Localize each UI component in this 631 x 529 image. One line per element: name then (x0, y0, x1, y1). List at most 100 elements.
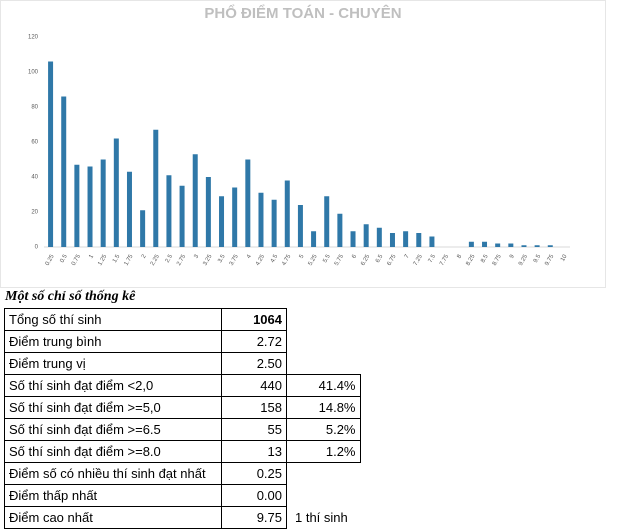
table-row: Số thí sinh đạt điểm <2,0 440 41.4% (4, 374, 361, 397)
table-row: Điểm thấp nhất 0.00 (4, 484, 361, 507)
x-tick-label: 6.75 (387, 253, 398, 267)
x-tick-label: 8.25 (465, 253, 476, 267)
bar (416, 233, 422, 247)
bar (363, 224, 369, 247)
table-cell: Tổng số thí sinh (4, 308, 222, 331)
x-tick-label: 1.25 (97, 253, 108, 267)
table-cell (287, 309, 361, 331)
table-row: Số thí sinh đạt điểm >=5,0 158 14.8% (4, 396, 361, 419)
x-tick-label: 8.75 (492, 253, 503, 267)
table-cell: Điểm thấp nhất (4, 484, 222, 507)
x-tick-label: 9 (509, 253, 516, 259)
bar (311, 231, 317, 247)
x-tick-label: 5.5 (322, 253, 332, 264)
y-tick-label: 20 (31, 210, 38, 216)
table-row: Tổng số thí sinh 1064 (4, 308, 361, 331)
table-cell (287, 463, 361, 485)
x-tick-label: 4.25 (255, 253, 266, 267)
bar (113, 138, 119, 247)
y-tick-label: 60 (31, 140, 38, 146)
bar (232, 187, 238, 247)
table-cell: 1.2% (286, 440, 361, 463)
bar (468, 241, 474, 247)
x-tick-label: 9.75 (544, 253, 555, 267)
x-tick-label: 3.25 (202, 253, 213, 267)
table-cell: Điểm số có nhiều thí sinh đạt nhất (4, 462, 222, 485)
table-row: Điểm cao nhất 9.75 1 thí sinh (4, 506, 361, 529)
x-tick-label: 4.75 (281, 253, 292, 267)
bar (284, 180, 290, 247)
x-tick-label: 2 (141, 253, 148, 259)
x-tick-label: 7.5 (428, 253, 438, 264)
bar (429, 236, 435, 247)
table-cell: Điểm trung bình (4, 330, 222, 353)
x-tick-label: 3.5 (217, 253, 227, 264)
table-row: Điểm trung vị 2.50 (4, 352, 361, 375)
bar (258, 192, 264, 247)
table-cell: 1064 (221, 308, 287, 331)
bar (87, 166, 93, 247)
table-cell: Số thí sinh đạt điểm <2,0 (4, 374, 222, 397)
table-cell (287, 331, 361, 353)
bar (521, 245, 527, 247)
bar (482, 241, 488, 247)
x-tick-label: 9.25 (518, 253, 529, 267)
bar (74, 164, 80, 247)
x-tick-label: 2.25 (150, 253, 161, 267)
table-cell (287, 485, 361, 507)
x-tick-label: 1.75 (124, 253, 135, 267)
bar (140, 210, 146, 247)
y-tick-label: 100 (28, 70, 39, 76)
table-cell: 2.50 (221, 352, 287, 375)
x-tick-label: 7 (404, 253, 411, 259)
table-cell: 55 (221, 418, 287, 441)
table-cell: Số thí sinh đạt điểm >=6.5 (4, 418, 222, 441)
table-cell: Điểm cao nhất (4, 506, 222, 529)
bar (376, 227, 382, 247)
bar (219, 196, 225, 247)
x-tick-label: 5.25 (308, 253, 319, 267)
x-tick-label: 1 (88, 253, 95, 259)
chart-title: PHỔ ĐIỂM TOÁN - CHUYÊN (204, 4, 401, 22)
bar (48, 61, 54, 247)
stats-table: Tổng số thí sinh 1064 Điểm trung bình 2.72 Đ… (4, 308, 361, 529)
table-title: Một số chỉ số thống kê (5, 289, 136, 304)
x-tick-label: 8.5 (480, 253, 490, 264)
table-cell: 440 (221, 374, 287, 397)
table-cell: 14.8% (286, 396, 361, 419)
bar (350, 231, 356, 247)
bar (271, 199, 277, 247)
x-tick-label: 6.25 (360, 253, 371, 267)
x-tick-label: 3.75 (229, 253, 240, 267)
bar (508, 243, 514, 247)
x-tick-label: 4 (246, 253, 253, 259)
x-tick-label: 0.5 (59, 253, 69, 264)
chart: PHỔ ĐIỂM TOÁN - CHUYÊN 0 20 40 60 80 100 120 0.… (0, 0, 606, 288)
x-tick-label: 7.75 (439, 253, 450, 267)
x-tick-label: 2.75 (176, 253, 187, 267)
table-cell: Số thí sinh đạt điểm >=8.0 (4, 440, 222, 463)
table-cell: 5.2% (286, 418, 361, 441)
x-tick-label: 10 (560, 253, 569, 262)
table-cell: 9.75 (221, 506, 287, 529)
x-tick-label: 0.25 (45, 253, 56, 267)
table-cell: 1 thí sinh (295, 510, 348, 525)
table-cell: 158 (221, 396, 287, 419)
x-tick-label: 2.5 (165, 253, 175, 264)
x-tick-label: 9.5 (533, 253, 543, 264)
bar (100, 159, 106, 247)
table-row: Điểm số có nhiều thí sinh đạt nhất 0.25 (4, 462, 361, 485)
bar (297, 205, 303, 247)
bar (337, 213, 343, 247)
bar (179, 185, 185, 247)
table-cell: 41.4% (286, 374, 361, 397)
y-tick-label: 80 (31, 105, 38, 111)
x-tick-label: 5 (299, 253, 306, 259)
bar (389, 233, 395, 247)
bar (495, 243, 501, 247)
x-tick-label: 6.5 (375, 253, 385, 264)
table-row: Số thí sinh đạt điểm >=8.0 13 1.2% (4, 440, 361, 463)
x-tick-label: 4.5 (270, 253, 280, 264)
x-tick-label: 1.5 (112, 253, 122, 264)
